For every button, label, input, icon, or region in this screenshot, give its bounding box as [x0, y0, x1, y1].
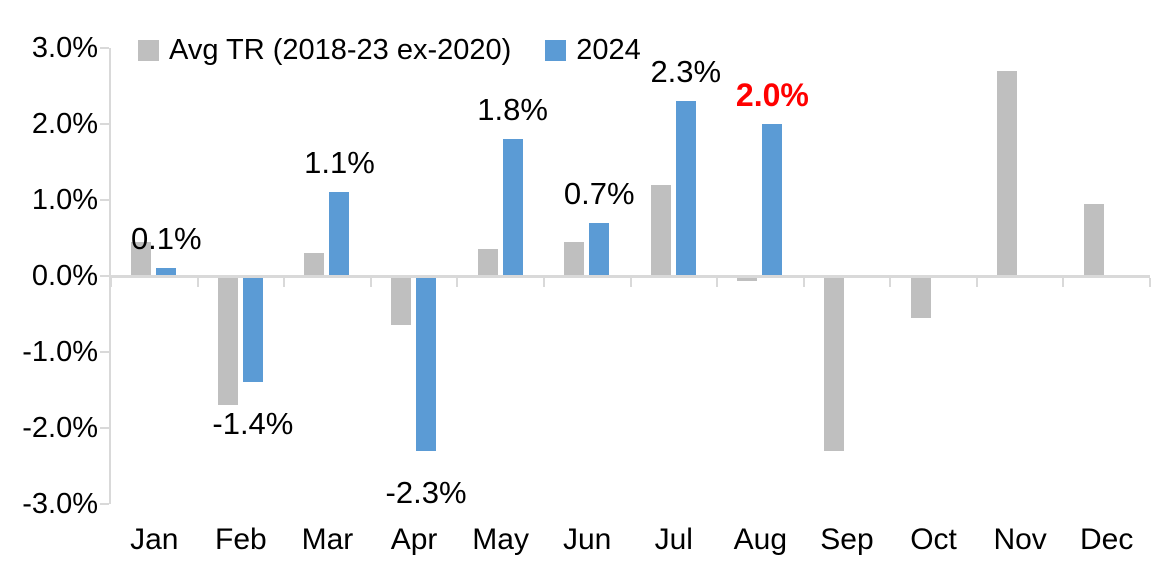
y-axis-tick — [100, 123, 109, 125]
x-category-label-apr: Apr — [390, 523, 438, 556]
bar-avg-feb — [217, 276, 238, 406]
data-label-2024-may: 1.8% — [477, 92, 548, 128]
y-axis-tick-label: 2.0% — [31, 108, 98, 140]
y-axis-tick — [100, 199, 109, 201]
bar-avg-apr — [391, 276, 412, 326]
y-axis-tick-label: -1.0% — [22, 336, 98, 368]
bar-avg-sep — [823, 276, 844, 451]
data-label-2024-apr: -2.3% — [385, 474, 467, 510]
y-axis-tick-label: 1.0% — [31, 184, 98, 216]
bar-2024-mar — [329, 192, 350, 276]
bar-avg-oct — [910, 276, 931, 318]
y-axis-tick-label: 3.0% — [31, 32, 98, 64]
x-category-label-nov: Nov — [993, 523, 1047, 556]
legend-swatch-avg-tr-icon — [138, 40, 159, 61]
x-axis-tick — [975, 277, 978, 287]
x-category-label-jan: Jan — [130, 523, 179, 556]
legend-item-2024: 2024 — [545, 34, 641, 67]
y-axis-tick — [100, 503, 109, 505]
chart-legend: Avg TR (2018-23 ex-2020) 2024 — [138, 34, 641, 67]
y-axis-tick-label: -2.0% — [22, 412, 98, 444]
x-axis-tick — [802, 277, 805, 287]
x-category-label-oct: Oct — [910, 523, 957, 556]
y-axis-tick — [100, 275, 109, 277]
data-label-2024-jun: 0.7% — [563, 175, 635, 211]
y-axis-tick — [100, 427, 109, 429]
x-axis-line — [111, 274, 1150, 278]
bar-avg-jun — [564, 241, 585, 276]
data-label-2024-jul: 2.3% — [650, 54, 722, 90]
bar-avg-jul — [650, 184, 671, 276]
bar-2024-jan — [156, 268, 177, 276]
x-category-label-may: May — [472, 523, 529, 556]
bar-avg-aug — [737, 276, 758, 282]
x-axis-tick — [716, 277, 719, 287]
x-axis-tick — [1149, 277, 1151, 287]
data-label-2024-aug: 2.0% — [735, 77, 809, 113]
x-axis-tick — [283, 277, 286, 287]
bar-2024-may — [502, 139, 523, 276]
legend-swatch-2024-icon — [545, 40, 567, 61]
x-category-label-jun: Jun — [563, 523, 612, 556]
data-label-2024-jan: 0.1% — [130, 221, 202, 257]
y-axis-tick — [100, 351, 109, 353]
y-axis-tick-label: -3.0% — [22, 488, 98, 520]
x-axis-tick — [1062, 277, 1065, 287]
bar-2024-aug — [762, 124, 783, 276]
x-axis-tick — [110, 277, 112, 287]
x-axis-tick — [542, 277, 545, 287]
bar-avg-dec — [1083, 203, 1104, 276]
legend-label-2024: 2024 — [576, 34, 641, 66]
x-category-label-jul: Jul — [654, 523, 693, 556]
y-axis-line — [109, 48, 111, 504]
x-category-label-feb: Feb — [215, 523, 267, 556]
y-axis-tick — [100, 47, 109, 49]
x-category-label-sep: Sep — [820, 523, 874, 556]
bar-avg-mar — [304, 253, 325, 276]
x-axis-tick — [456, 277, 459, 287]
x-category-label-dec: Dec — [1080, 523, 1134, 556]
x-axis-tick — [196, 277, 199, 287]
y-axis-tick-label: 0.0% — [31, 260, 98, 292]
bar-2024-apr — [416, 276, 437, 451]
bar-2024-feb — [242, 276, 263, 383]
data-label-2024-mar: 1.1% — [304, 145, 375, 181]
data-label-2024-feb: -1.4% — [212, 406, 294, 442]
x-axis-tick — [629, 277, 632, 287]
bar-2024-jul — [675, 101, 696, 276]
bar-avg-may — [477, 249, 498, 276]
x-category-label-mar: Mar — [301, 523, 354, 556]
legend-label-avg-tr: Avg TR (2018-23 ex-2020) — [169, 34, 512, 66]
bar-avg-jan — [131, 241, 152, 276]
x-axis-tick — [889, 277, 892, 287]
x-axis-tick — [369, 277, 372, 287]
bar-2024-jun — [589, 222, 610, 276]
bar-avg-nov — [997, 70, 1018, 276]
x-category-label-aug: Aug — [733, 523, 788, 556]
legend-item-avg-tr: Avg TR (2018-23 ex-2020) — [138, 34, 511, 67]
